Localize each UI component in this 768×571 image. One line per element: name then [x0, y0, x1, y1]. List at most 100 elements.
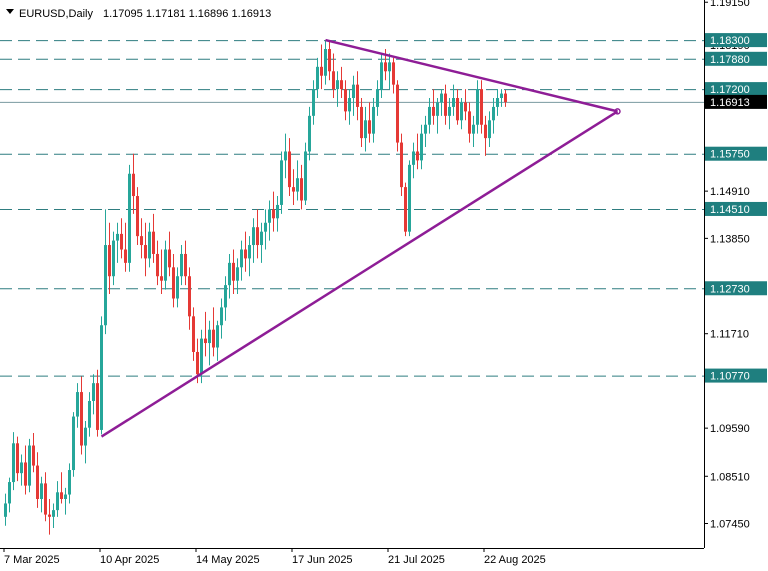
candle [208, 320, 211, 366]
candle [96, 369, 99, 437]
level-price-label-bg [705, 368, 767, 383]
candle [24, 445, 27, 495]
candle [488, 111, 491, 148]
level-price-label-bg [705, 281, 767, 296]
candle [112, 231, 115, 286]
trendline-1 [325, 38, 618, 113]
candle [320, 44, 323, 90]
candle [360, 98, 363, 148]
level-price-label-bg [705, 146, 767, 161]
candle [36, 452, 39, 508]
candle [396, 80, 399, 152]
candle [64, 487, 67, 515]
candle [380, 53, 383, 99]
candle [472, 115, 475, 148]
candle [188, 267, 191, 330]
candles [4, 40, 507, 535]
chart-header: EURUSD,Daily 1.17095 1.17181 1.16896 1.1… [6, 8, 271, 20]
dropdown-triangle-icon[interactable] [6, 9, 14, 14]
candle [108, 222, 111, 295]
candle [252, 218, 255, 263]
price-axis [0, 0, 705, 549]
candle [284, 133, 287, 179]
candle [228, 253, 231, 299]
candle [340, 66, 343, 99]
level-price-label: 1.15750 [710, 149, 750, 161]
symbol-label: EURUSD,Daily [19, 8, 93, 20]
candle [444, 84, 447, 125]
candle [484, 115, 487, 156]
candle [132, 153, 135, 214]
candle [280, 151, 283, 214]
level-price-label-bg [705, 201, 767, 216]
y-tick-label: 1.14910 [710, 186, 750, 198]
x-tick-label: 14 May 2025 [196, 554, 260, 566]
candle [376, 80, 379, 116]
candle [216, 320, 219, 361]
level-price-labels: 1.18300 1.17880 1.17200 1.15750 1.14510 1.127… [705, 33, 767, 383]
candle [128, 164, 131, 272]
candle [436, 98, 439, 134]
candle [144, 222, 147, 277]
candle [316, 57, 319, 99]
candle [244, 231, 247, 272]
candle [468, 102, 471, 143]
y-tick-label: 1.19150 [710, 0, 750, 9]
level-price-label: 1.17200 [710, 84, 750, 96]
candle [500, 89, 503, 107]
candle [308, 106, 311, 161]
candle [4, 493, 7, 526]
trendline-apex-marker [614, 108, 621, 115]
candle [300, 164, 303, 210]
candle [496, 89, 499, 116]
candle [236, 258, 239, 295]
candle [480, 80, 483, 134]
candle [8, 477, 11, 513]
candle [388, 53, 391, 90]
candle [372, 98, 375, 143]
candle [76, 383, 79, 428]
candle [156, 240, 159, 286]
ohlc-readout: 1.17095 1.17181 1.16896 1.16913 [103, 8, 271, 20]
current-price-label: 1.16913 [710, 97, 750, 109]
candle [220, 298, 223, 339]
candle [352, 75, 355, 116]
candle [492, 98, 495, 134]
candle [48, 498, 51, 535]
x-tick-label: 21 Jul 2025 [388, 554, 445, 566]
candle [72, 412, 75, 477]
candle [348, 89, 351, 125]
candle [120, 218, 123, 259]
candle [224, 276, 227, 321]
candle [260, 222, 263, 263]
candle [176, 267, 179, 308]
candle [276, 196, 279, 232]
candle [44, 472, 47, 522]
candle [400, 133, 403, 197]
level-price-label: 1.17880 [710, 54, 750, 66]
candle [408, 160, 411, 237]
candle [136, 187, 139, 246]
candle [212, 307, 215, 357]
candle [424, 115, 427, 148]
candle [336, 71, 339, 107]
level-price-label-bg [705, 51, 767, 66]
candle [460, 98, 463, 130]
candle [420, 124, 423, 170]
candle [172, 253, 175, 308]
candle [60, 472, 63, 504]
candle [368, 102, 371, 143]
candle [432, 89, 435, 125]
trendlines [100, 38, 621, 438]
x-tick-label: 17 Jun 2025 [292, 554, 353, 566]
current-price-label-bg [705, 94, 767, 109]
candle [12, 432, 15, 491]
candle [504, 89, 507, 107]
candle [292, 169, 295, 205]
y-tick-label: 1.07450 [710, 518, 750, 530]
candle [448, 98, 451, 130]
candle [80, 376, 83, 455]
candle [288, 138, 291, 197]
candle [204, 311, 207, 357]
